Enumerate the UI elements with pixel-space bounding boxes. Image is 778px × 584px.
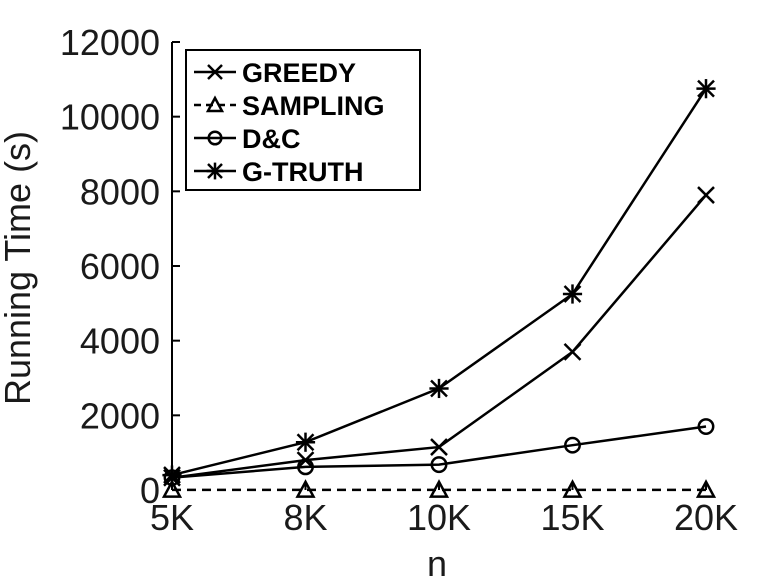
legend-swatch-marker-b <box>207 64 223 80</box>
data-point-marker <box>295 479 316 498</box>
data-point-marker <box>697 418 715 435</box>
data-point-marker-b <box>563 342 582 361</box>
axes: 0 2000 4000 6000 8000 10000 12000 5K 8K 10K 15K 20K <box>60 22 738 538</box>
x-axis-label: n <box>427 543 447 584</box>
data-point-marker <box>695 479 717 498</box>
y-tick-label: 4000 <box>80 321 160 362</box>
series-g-truth <box>162 79 716 485</box>
data-point-marker <box>430 456 448 474</box>
x-tick-label: 10K <box>407 497 471 538</box>
x-tick-label: 8K <box>283 497 327 538</box>
series-sampling <box>161 479 717 498</box>
data-point-marker <box>562 479 583 498</box>
data-point-marker <box>161 479 183 498</box>
legend-swatch-marker <box>205 95 225 113</box>
y-tick-label: 10000 <box>60 97 160 138</box>
data-point-marker-b <box>430 438 448 456</box>
data-point-marker-b <box>697 186 715 204</box>
y-axis-label: Running Time (s) <box>0 131 38 405</box>
y-tick-label: 2000 <box>80 395 160 436</box>
legend-label: G-TRUTH <box>242 157 363 187</box>
y-tick-label: 0 <box>140 470 160 511</box>
legend-box <box>185 49 421 191</box>
y-tick-label: 8000 <box>80 171 160 212</box>
x-tick-label: 5K <box>150 497 194 538</box>
y-tick-label: 6000 <box>80 246 160 287</box>
legend-swatch-marker <box>207 130 223 146</box>
x-tick-label: 20K <box>674 497 738 538</box>
legend-label: GREEDY <box>242 58 356 88</box>
legend-label: D&C <box>242 124 301 154</box>
series-d-c <box>163 418 715 487</box>
series-line <box>171 194 707 479</box>
series-line <box>171 425 707 479</box>
data-point-marker <box>564 436 581 454</box>
data-point-marker <box>297 458 314 476</box>
data-point-marker <box>428 479 450 498</box>
x-tick-label: 15K <box>540 497 604 538</box>
y-tick-label: 12000 <box>60 22 160 63</box>
legend-label: SAMPLING <box>242 91 385 121</box>
series-greedy <box>163 186 715 487</box>
series-layer <box>161 79 717 498</box>
